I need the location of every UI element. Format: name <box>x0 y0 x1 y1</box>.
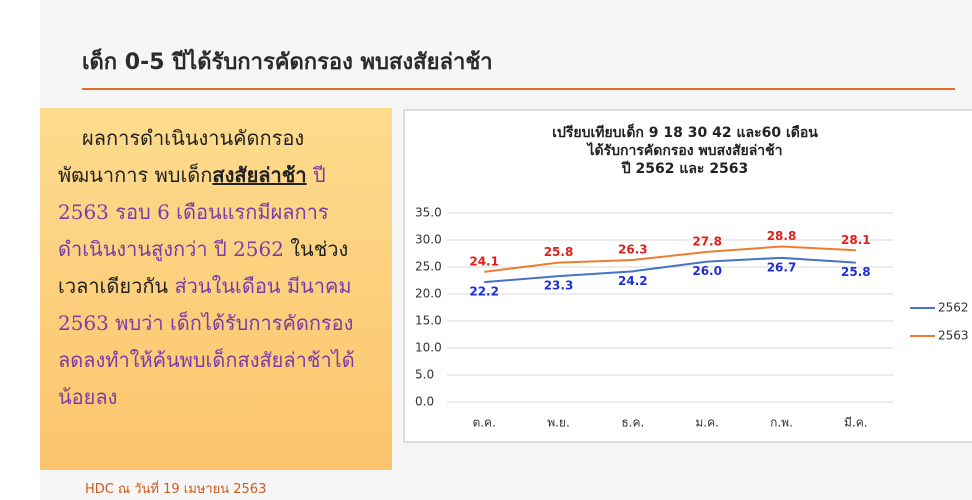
footnote: HDC ณ วันที่ 19 เมษายน 2563 <box>85 482 267 497</box>
data-label: 27.8 <box>692 234 722 248</box>
x-tick-label: พ.ย. <box>547 416 570 430</box>
series-line <box>484 256 856 284</box>
chart-frame <box>403 109 972 443</box>
y-tick-label: 0.0 <box>415 395 434 409</box>
data-label: 23.3 <box>544 279 574 293</box>
title-rule <box>82 88 955 90</box>
x-tick-label: มี.ค. <box>844 416 868 430</box>
y-tick-label: 15.0 <box>415 314 442 328</box>
y-tick-label: 35.0 <box>415 206 442 220</box>
data-label: 26.7 <box>767 260 797 274</box>
data-label: 22.2 <box>469 285 499 299</box>
text-box: ผลการดำเนินงานคัดกรอง พัฒนาการ พบเด็กสงส… <box>40 108 392 470</box>
x-tick-label: ม.ค. <box>695 416 719 430</box>
text-emphasis: สงสัยล่าช้า <box>212 163 307 187</box>
data-label: 26.0 <box>692 264 722 278</box>
chart-title: เปรียบเทียบเด็ก 9 18 30 42 และ60 เดือน <box>552 123 818 141</box>
data-label: 25.8 <box>544 245 574 259</box>
data-label: 26.3 <box>618 242 648 256</box>
text: ในช่วงเวลาเดียวกัน <box>58 237 349 298</box>
x-tick-label: ต.ค. <box>472 416 495 430</box>
data-label: 28.8 <box>767 229 797 243</box>
x-tick-label: ก.พ. <box>770 416 793 430</box>
legend-label: 2562 <box>938 301 969 315</box>
data-label: 28.1 <box>841 233 871 247</box>
x-tick-label: ธ.ค. <box>621 416 644 430</box>
data-label: 24.1 <box>469 254 499 268</box>
y-tick-label: 5.0 <box>415 368 434 382</box>
y-tick-label: 10.0 <box>415 341 442 355</box>
slide-title: เด็ก 0-5 ปีได้รับการคัดกรอง พบสงสัยล่าช้… <box>82 50 493 75</box>
data-label: 24.2 <box>618 274 648 288</box>
y-tick-label: 30.0 <box>415 233 442 247</box>
chart-title: ได้รับการคัดกรอง พบสงสัยล่าช้า <box>585 141 782 159</box>
text: ปี 2563 รอบ 6 เดือนแรกมีผลการดำเนินงานสู… <box>58 163 329 261</box>
chart-title: ปี 2562 และ 2563 <box>620 161 748 177</box>
text: ผลการดำเนินงานคัดกรอง พัฒนาการ พบเด็ก <box>58 126 305 187</box>
text: ส่วนในเดือน มีนาคม 2563 พบว่า เด็กได้รับ… <box>58 274 355 409</box>
data-label: 25.8 <box>841 265 871 279</box>
y-tick-label: 25.0 <box>415 260 442 274</box>
legend-label: 2563 <box>938 329 969 343</box>
series-line <box>484 245 856 273</box>
y-tick-label: 20.0 <box>415 287 442 301</box>
